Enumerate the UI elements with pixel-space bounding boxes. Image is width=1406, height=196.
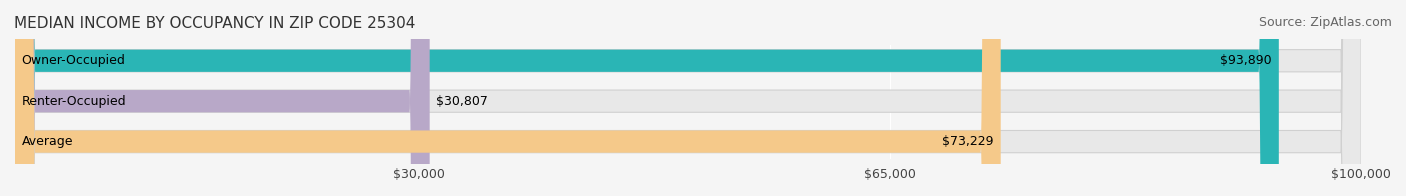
Text: $93,890: $93,890 (1220, 54, 1272, 67)
FancyBboxPatch shape (15, 0, 1279, 196)
FancyBboxPatch shape (15, 0, 1361, 196)
FancyBboxPatch shape (15, 0, 1361, 196)
Text: $73,229: $73,229 (942, 135, 994, 148)
FancyBboxPatch shape (15, 0, 430, 196)
Text: Average: Average (21, 135, 73, 148)
Text: $30,807: $30,807 (436, 95, 488, 108)
FancyBboxPatch shape (15, 0, 1001, 196)
Text: Renter-Occupied: Renter-Occupied (21, 95, 127, 108)
Text: MEDIAN INCOME BY OCCUPANCY IN ZIP CODE 25304: MEDIAN INCOME BY OCCUPANCY IN ZIP CODE 2… (14, 16, 415, 31)
Text: Source: ZipAtlas.com: Source: ZipAtlas.com (1258, 16, 1392, 29)
FancyBboxPatch shape (15, 0, 1361, 196)
Text: Owner-Occupied: Owner-Occupied (21, 54, 125, 67)
